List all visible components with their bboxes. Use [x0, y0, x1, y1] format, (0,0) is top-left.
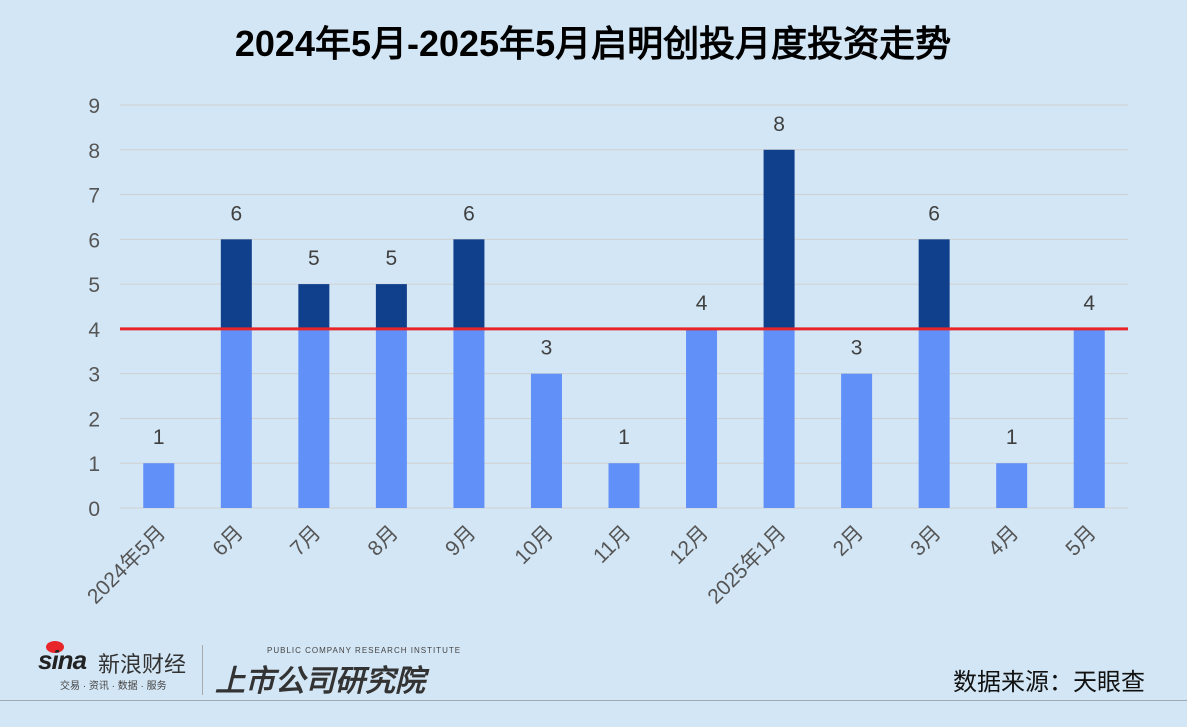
x-tick-label: 6月: [208, 521, 247, 560]
data-label: 6: [463, 202, 475, 225]
y-tick-label: 1: [88, 453, 100, 476]
data-label: 6: [928, 202, 940, 225]
y-tick-label: 8: [88, 140, 100, 163]
sina-eye-icon: [46, 641, 64, 653]
x-tick-label: 9月: [441, 521, 480, 560]
footer-divider: [0, 700, 1187, 701]
data-label: 5: [386, 247, 398, 270]
bar-below-threshold: [453, 328, 485, 508]
y-tick-label: 9: [88, 95, 100, 118]
y-tick-label: 6: [88, 229, 100, 252]
data-label: 4: [696, 292, 708, 315]
bar-above-threshold: [298, 284, 330, 329]
data-label: 1: [618, 426, 630, 449]
y-tick-label: 0: [88, 498, 100, 521]
data-label: 8: [773, 113, 785, 136]
bar-above-threshold: [375, 284, 407, 329]
bar-below-threshold: [530, 373, 562, 508]
bar-above-threshold: [220, 239, 252, 329]
bar-above-threshold: [918, 239, 950, 329]
data-label: 3: [851, 337, 863, 360]
bar-below-threshold: [220, 328, 252, 508]
logo-institute-cn: 上市公司研究院: [215, 665, 425, 698]
x-tick-label: 4月: [984, 521, 1023, 560]
bar-below-threshold: [686, 328, 718, 508]
bar-above-threshold: [453, 239, 485, 329]
data-label: 6: [230, 202, 242, 225]
bar-below-threshold: [996, 463, 1028, 508]
logo-divider: [202, 645, 203, 695]
data-label: 3: [541, 337, 553, 360]
chart-title: 2024年5月-2025年5月启明创投月度投资走势: [235, 23, 951, 64]
bar-below-threshold: [375, 328, 407, 508]
logo-sina: sina: [38, 645, 87, 675]
x-tick-label: 10月: [510, 521, 558, 569]
data-source: 数据来源：天眼查: [953, 669, 1145, 696]
x-tick-label: 11月: [589, 521, 636, 568]
y-tick-label: 3: [88, 364, 100, 387]
data-label: 1: [1006, 426, 1018, 449]
logo-institute-en: PUBLIC COMPANY RESEARCH INSTITUTE: [267, 646, 462, 655]
logo-sina-cn: 新浪财经: [98, 652, 187, 677]
bar-below-threshold: [143, 463, 175, 508]
x-tick-label: 2024年5月: [83, 521, 170, 608]
logo-sina-sub: 交易 · 资讯 · 数据 · 服务: [60, 681, 167, 692]
x-tick-label: 7月: [286, 521, 325, 560]
x-tick-label: 2月: [829, 521, 868, 560]
bar-chart: 2024年5月-2025年5月启明创投月度投资走势 1 6 5 5 6 3 1 4 8 3 6 1 4 0…: [83, 23, 1128, 609]
data-label: 5: [308, 247, 320, 270]
x-tick-label: 2025年1月: [703, 521, 790, 608]
x-tick-label: 5月: [1061, 521, 1100, 560]
y-tick-label: 2: [88, 408, 100, 431]
x-tick-label: 12月: [665, 521, 713, 569]
bar-below-threshold: [608, 463, 640, 508]
y-tick-label: 7: [88, 185, 100, 208]
bar-below-threshold: [763, 328, 795, 508]
y-tick-label: 5: [88, 274, 100, 297]
bar-below-threshold: [298, 328, 330, 508]
x-tick-label: 3月: [906, 521, 945, 560]
y-tick-label: 4: [88, 319, 100, 342]
bar-below-threshold: [841, 373, 873, 508]
data-label: 1: [153, 426, 165, 449]
bar-below-threshold: [1073, 328, 1105, 508]
x-tick-label: 8月: [364, 521, 403, 560]
data-label: 4: [1083, 292, 1095, 315]
bar-above-threshold: [763, 149, 795, 329]
bar-below-threshold: [918, 328, 950, 508]
